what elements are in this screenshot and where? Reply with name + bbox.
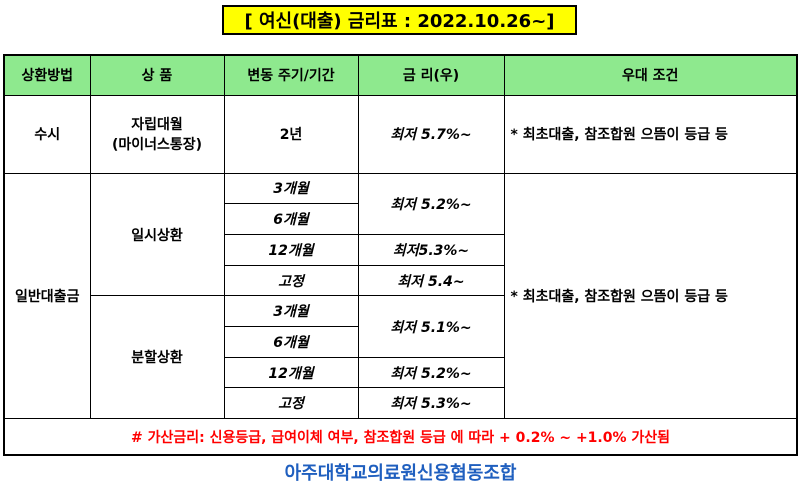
header-method: 상환방법 [3, 54, 91, 96]
table-header-row: 상환방법 상 품 변동 주기/기간 금 리(우) 우대 조건 [3, 54, 798, 96]
period-cell: 3개월 [223, 172, 359, 205]
period-cell: 12개월 [223, 234, 359, 266]
table-row: 6개월 [4, 326, 797, 358]
rate-table: 상환방법 상 품 변동 주기/기간 금 리(우) 우대 조건 수시 자립대월 (… [3, 54, 798, 456]
table-row: 12개월 최저5.3%~ [4, 234, 797, 266]
table-row: 고정 최저 5.4~ [4, 264, 797, 297]
period-cell: 6개월 [223, 326, 359, 358]
period-cell: 2년 [223, 94, 359, 174]
period-cell: 고정 [223, 264, 359, 297]
table-row: 6개월 [4, 203, 797, 236]
header-condition: 우대 조건 [503, 54, 798, 96]
method-cell: 일반대출금 [3, 172, 91, 420]
period-cell: 6개월 [223, 203, 359, 236]
rate-cell: 최저 5.7%~ [357, 94, 505, 174]
header-product: 상 품 [89, 54, 225, 96]
organization-name: 아주대학교의료원신용협동조합 [284, 463, 517, 484]
table-row: 수시 자립대월 (마이너스통장) 2년 최저 5.7%~ * 최초대출, 참조합… [3, 94, 798, 174]
product-name: 자립대월 [131, 117, 183, 134]
method-cell: 수시 [3, 94, 91, 174]
period-cell: 고정 [223, 387, 359, 420]
table-row: 고정 최저 5.3%~ [4, 387, 797, 420]
table-row: 12개월 최저 5.2%~ [4, 356, 797, 389]
header-rate: 금 리(우) [357, 54, 505, 96]
period-cell: 12개월 [223, 356, 359, 389]
rate-cell: 최저 5.2%~ [357, 172, 505, 236]
rate-cell: 최저 5.3%~ [357, 387, 505, 420]
condition-cell: * 최초대출, 참조합원 으뜸이 등급 등 [503, 94, 798, 174]
product-subname: (마이너스통장) [111, 137, 203, 154]
condition-cell: * 최초대출, 참조합원 으뜸이 등급 등 [503, 172, 798, 420]
rate-cell: 최저 5.1%~ [357, 295, 505, 358]
note-row: # 가산금리: 신용등급, 급여이체 여부, 참조합원 등급 에 따라 + 0.… [3, 418, 798, 456]
rate-cell: 최저 5.2%~ [357, 356, 505, 389]
header-period: 변동 주기/기간 [223, 54, 359, 96]
table-row: 분할상환 3개월 최저 5.1%~ [4, 295, 797, 420]
rate-cell: 최저 5.4~ [357, 264, 505, 297]
surcharge-note: # 가산금리: 신용등급, 급여이체 여부, 참조합원 등급 에 따라 + 0.… [3, 418, 798, 456]
period-cell: 3개월 [223, 295, 359, 328]
product-cell: 일시상환 [89, 172, 225, 297]
page-title: [ 여신(대출) 금리표 : 2022.10.26~] [222, 5, 577, 35]
product-cell: 자립대월 (마이너스통장) [89, 94, 225, 174]
product-cell: 분할상환 [89, 295, 225, 420]
rate-cell: 최저5.3%~ [357, 234, 505, 266]
table-row: 일반대출금 일시상환 3개월 최저 5.2%~ * 최초대출, 참조합원 으뜸이… [3, 172, 798, 420]
